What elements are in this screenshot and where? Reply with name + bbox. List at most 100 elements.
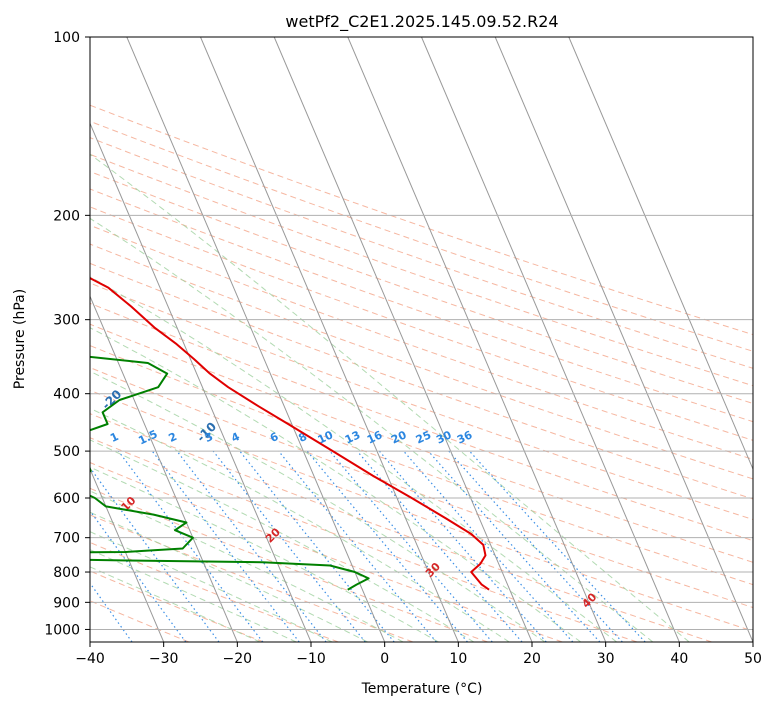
isotherm-line: [273, 37, 533, 642]
mixing-ratio-label: 16: [365, 428, 385, 446]
mixing-ratio-line: [403, 450, 574, 642]
moist-adiabat: [90, 466, 439, 642]
dry-adiabat: [90, 137, 753, 369]
isotherm-line: [90, 467, 165, 642]
y-tick-label: 600: [53, 491, 80, 507]
isotherm-line: [90, 122, 312, 642]
x-axis-label: Temperature (°C): [361, 681, 483, 697]
moist-adiabat: [90, 439, 475, 642]
moist-adiabat: [90, 217, 654, 642]
y-tick-label: 1000: [44, 622, 80, 638]
moist-adiabat: [90, 153, 690, 642]
dry-adiabat: [90, 224, 753, 460]
mixing-ratio-label: 13: [343, 428, 362, 446]
dry-adiabat: [90, 413, 712, 642]
dry-adiabat: [90, 243, 753, 480]
x-tick-label: −40: [75, 651, 105, 667]
mixing-ratio-label: 10: [316, 428, 336, 446]
x-tick-label: 20: [523, 651, 541, 667]
isotherm-line: [90, 295, 238, 642]
mixing-ratio-line: [306, 450, 468, 642]
dry-adiabat: [90, 188, 753, 423]
temperature-profile: [90, 277, 490, 591]
plot-frame: [89, 36, 754, 643]
background-lines: [90, 37, 753, 642]
mixing-ratio-label: 25: [414, 428, 433, 446]
x-tick-label: −10: [296, 651, 326, 667]
x-tick-label: 30: [597, 651, 615, 667]
isotherm-line: [421, 37, 680, 642]
moist-adiabat: [90, 531, 333, 642]
moist-adiabat: [90, 511, 368, 642]
mixing-ratio-line: [239, 450, 395, 642]
mixing-ratio-label: 4: [229, 430, 242, 445]
mixing-ratio-line: [176, 450, 327, 642]
isotherm-line: [494, 37, 753, 642]
mixing-ratio-label: 20: [389, 428, 409, 446]
mixing-ratio-line: [151, 450, 300, 642]
mixing-ratio-line: [448, 450, 623, 642]
mixing-ratio-line: [427, 450, 601, 642]
dry-adiabat: [90, 367, 753, 609]
y-tick-label: 800: [53, 565, 80, 581]
mixing-ratio-label: 1.5: [136, 427, 159, 447]
y-tick-label: 300: [53, 313, 80, 329]
dry-adiabat-label: 20: [263, 525, 283, 545]
mixing-ratio-label: 6: [268, 430, 281, 445]
mixing-ratio-label: 36: [455, 428, 475, 446]
x-tick-label: −20: [223, 651, 253, 667]
dry-adiabat: [90, 541, 339, 642]
mixing-ratio-label: 0.4: [32, 427, 55, 447]
mixing-ratio-label: 30: [434, 428, 454, 446]
dry-adiabat: [90, 389, 753, 632]
dry-adiabat: [90, 462, 563, 642]
y-tick-label: 700: [53, 531, 80, 547]
mixing-ratio-label: 0.2: [0, 427, 5, 447]
mixing-ratio-line: [90, 466, 220, 642]
dry-adiabat: [90, 262, 753, 500]
x-tick-label: −30: [149, 651, 179, 667]
isotherm-line: [568, 37, 753, 471]
dry-adiabat: [90, 282, 753, 521]
y-tick-label: 100: [53, 30, 80, 46]
x-tick-label: 40: [670, 651, 688, 667]
dry-adiabat: [90, 170, 753, 404]
moist-adiabat: [90, 490, 404, 642]
y-tick-label: 400: [53, 387, 80, 403]
mixing-ratio-line: [378, 450, 547, 642]
x-tick-label: 0: [380, 651, 389, 667]
sounding-series: [90, 277, 490, 591]
mixing-ratio-line: [329, 450, 493, 642]
moist-adiabat: [90, 370, 546, 642]
x-tick-label: 50: [744, 651, 762, 667]
mixing-ratio-label: 2: [167, 430, 179, 445]
mixing-ratio-line: [118, 450, 264, 642]
chart-title: wetPf2_C2E1.2025.145.09.52.R24: [285, 12, 558, 32]
dry-adiabat: [90, 487, 488, 642]
dry-adiabat: [90, 570, 264, 642]
moist-adiabat: [90, 566, 261, 642]
dewpoint-profile: [90, 355, 370, 591]
dry-adiabat: [90, 514, 414, 642]
x-axis: −40 −30 −20 −10 0 10 20 30 40 50: [75, 642, 762, 667]
y-axis: 100 200 300 400 500 600 700 800 900 1000: [44, 30, 90, 638]
mixing-ratio-line: [212, 450, 366, 642]
y-tick-label: 200: [53, 208, 80, 224]
isotherm-line: [126, 37, 386, 642]
mixing-ratio-line: [278, 450, 437, 642]
dry-adiabat-label: 40: [579, 590, 599, 610]
mixing-ratio-line: [469, 450, 646, 642]
y-axis-label: Pressure (hPa): [12, 289, 28, 389]
dry-adiabat-label: 30: [423, 560, 443, 580]
isotherm-line: [200, 37, 459, 642]
dry-adiabat: [90, 104, 753, 336]
x-tick-label: 10: [449, 651, 467, 667]
moist-adiabat: [90, 407, 510, 642]
pressure-grid: [90, 37, 753, 630]
dry-adiabat: [90, 437, 638, 642]
y-tick-label: 500: [53, 444, 80, 460]
moist-adiabat: [90, 549, 297, 642]
mixing-ratio-line: [356, 450, 523, 642]
